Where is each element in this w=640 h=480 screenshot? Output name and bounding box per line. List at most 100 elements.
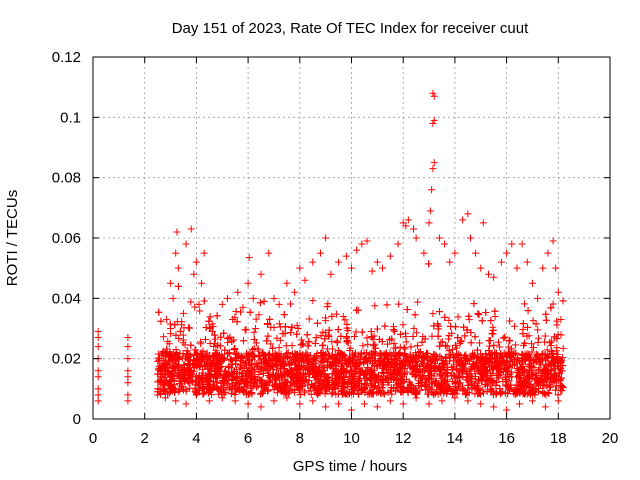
data-point — [278, 374, 286, 382]
data-point — [215, 351, 223, 359]
data-point — [512, 341, 520, 349]
data-point — [275, 344, 283, 352]
data-point — [387, 356, 395, 364]
data-point — [373, 403, 381, 411]
data-point — [414, 298, 422, 306]
data-point — [423, 356, 431, 364]
data-point — [259, 352, 267, 360]
data-point — [296, 391, 304, 399]
data-point — [260, 384, 268, 392]
data-point — [490, 365, 498, 373]
data-point — [420, 372, 428, 380]
data-point — [208, 327, 216, 335]
data-point — [264, 332, 272, 340]
data-point — [218, 377, 226, 385]
data-point — [519, 368, 527, 376]
data-point — [478, 317, 486, 325]
data-point — [279, 361, 287, 369]
data-point — [467, 328, 475, 336]
data-point — [418, 352, 426, 360]
data-point — [301, 372, 309, 380]
data-point — [321, 335, 329, 343]
data-point — [459, 385, 467, 393]
data-point — [413, 329, 421, 337]
data-point — [409, 333, 417, 341]
data-point — [225, 376, 233, 384]
y-tick-label: 0.02 — [52, 351, 81, 368]
data-point — [255, 311, 263, 319]
x-tick-label: 18 — [550, 430, 567, 447]
data-point — [390, 327, 398, 335]
data-point — [381, 322, 389, 330]
data-point — [193, 351, 201, 359]
data-point — [315, 364, 323, 372]
data-point — [464, 397, 472, 405]
data-point — [183, 347, 191, 355]
data-point — [275, 350, 283, 358]
data-point — [327, 270, 335, 278]
data-point — [167, 279, 175, 287]
y-tick-label: 0.04 — [52, 290, 81, 307]
data-point — [280, 353, 288, 361]
data-point — [524, 323, 532, 331]
data-point — [491, 349, 499, 357]
data-point — [169, 294, 177, 302]
data-point — [485, 347, 493, 355]
data-point — [234, 288, 242, 296]
data-point — [264, 351, 272, 359]
data-point — [550, 353, 558, 361]
grid-layer — [93, 57, 610, 419]
data-point — [412, 389, 420, 397]
data-point — [251, 366, 259, 374]
data-point — [294, 324, 302, 332]
data-point — [513, 365, 521, 373]
data-point — [204, 383, 212, 391]
data-point — [437, 389, 445, 397]
data-point — [197, 338, 205, 346]
data-point — [429, 165, 437, 173]
data-point — [535, 366, 543, 374]
data-point — [529, 343, 537, 351]
data-point — [186, 357, 194, 365]
data-point — [176, 327, 184, 335]
data-point — [94, 397, 102, 405]
data-point — [381, 354, 389, 362]
data-point — [546, 339, 554, 347]
data-point — [202, 335, 210, 343]
data-point — [518, 240, 526, 248]
data-point — [397, 376, 405, 384]
data-point — [430, 159, 438, 167]
data-point — [360, 385, 368, 393]
data-point — [172, 360, 180, 368]
data-point — [532, 320, 540, 328]
y-axis-label: ROTI / TECUs — [4, 190, 21, 286]
data-point — [275, 356, 283, 364]
data-point — [541, 351, 549, 359]
data-point — [242, 377, 250, 385]
data-point — [368, 390, 376, 398]
data-point — [528, 279, 536, 287]
data-point — [506, 317, 514, 325]
data-point — [525, 350, 533, 358]
data-point — [550, 377, 558, 385]
data-point — [356, 355, 364, 363]
data-point — [257, 377, 265, 385]
data-point — [165, 340, 173, 348]
data-point — [340, 351, 348, 359]
data-point — [171, 386, 179, 394]
data-point — [330, 381, 338, 389]
data-point — [477, 400, 485, 408]
data-point — [220, 329, 228, 337]
data-point — [452, 323, 460, 331]
data-point — [470, 300, 478, 308]
data-point — [508, 361, 516, 369]
data-point — [494, 338, 502, 346]
data-point — [227, 390, 235, 398]
data-point — [338, 382, 346, 390]
data-point — [229, 369, 237, 377]
data-point — [553, 344, 561, 352]
data-point — [210, 343, 218, 351]
data-point — [438, 397, 446, 405]
data-point — [523, 258, 531, 266]
data-point — [296, 383, 304, 391]
